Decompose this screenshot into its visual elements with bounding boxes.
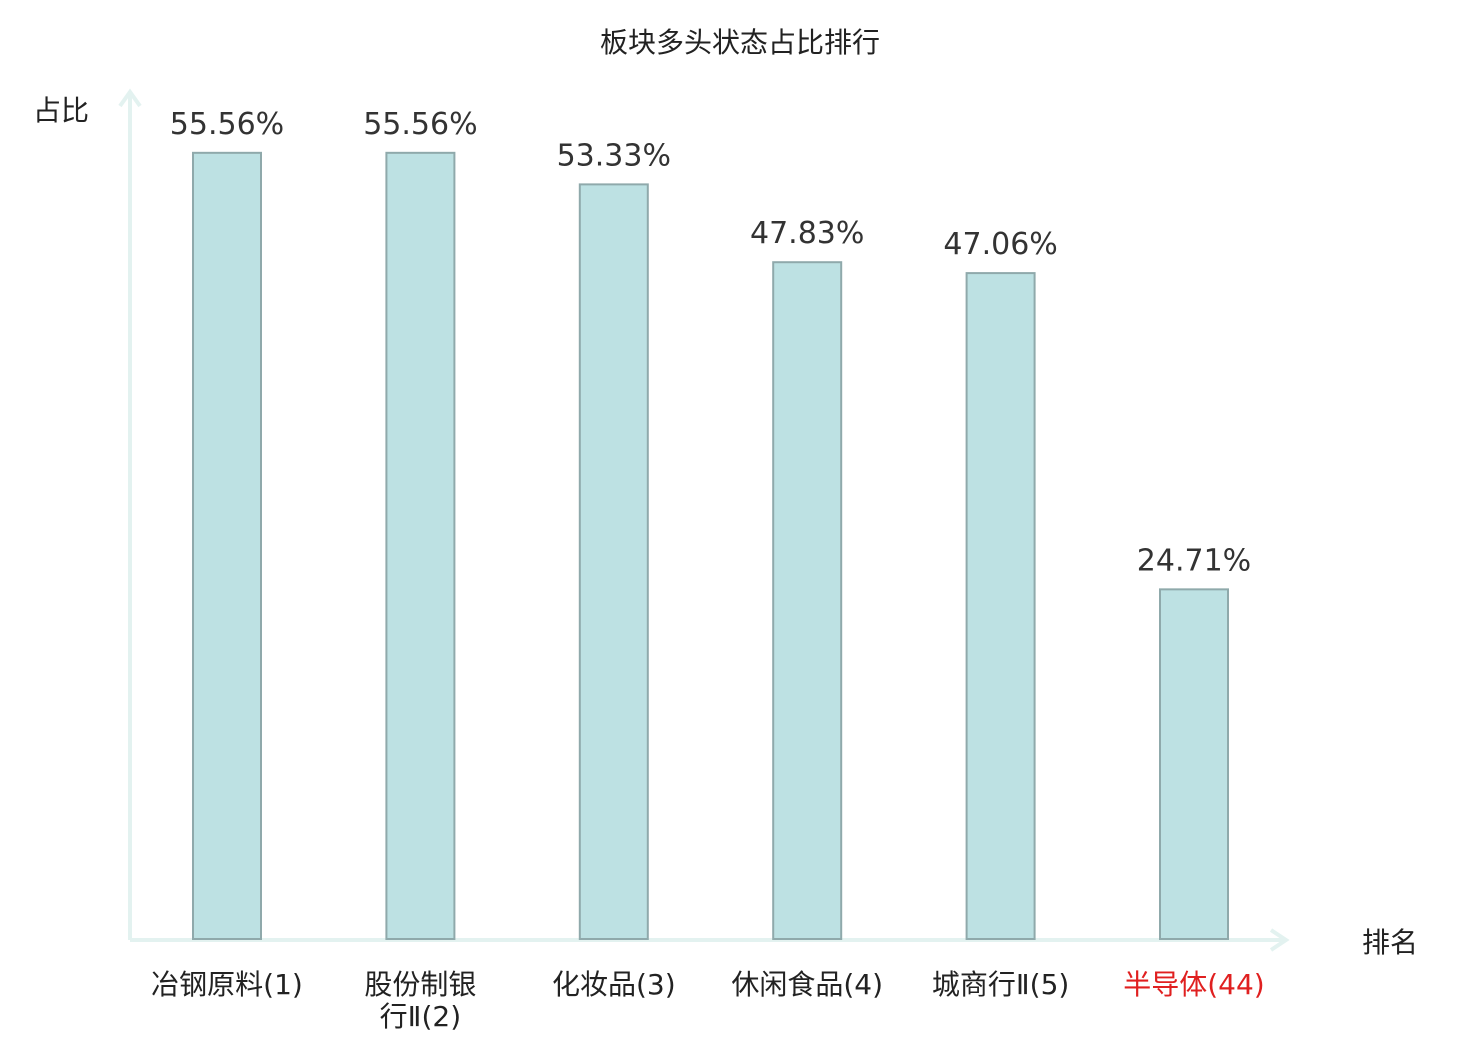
bar-2 (385, 151, 456, 941)
value-label-5: 47.06% (943, 227, 1057, 262)
bar-3 (578, 183, 649, 940)
value-label-4: 47.83% (750, 216, 864, 251)
value-label-1: 55.56% (170, 107, 284, 142)
bar-6 (1159, 588, 1229, 941)
category-label-6: 半导体(44) (1123, 968, 1264, 1001)
y-axis-title: 占比 (33, 94, 89, 127)
x-axis-arrow (1269, 928, 1290, 952)
category-label-1: 冶钢原料(1) (151, 968, 303, 1001)
bars-group (192, 151, 1229, 941)
category-label-2-line-1: 股份制银 (364, 968, 476, 1001)
x-axis-title: 排名 (1362, 926, 1418, 959)
chart-title: 板块多头状态占比排行 (600, 26, 880, 59)
value-label-2: 55.56% (363, 107, 477, 142)
value-label-6: 24.71% (1137, 543, 1251, 578)
category-label-3: 化妆品(3) (552, 968, 676, 1001)
category-label-4: 休闲食品(4) (731, 968, 883, 1001)
value-labels-group: 55.56% 55.56% 53.33% 47.83% 47.06% 24.71% (170, 107, 1251, 579)
category-label-2-line-2: 行Ⅱ(2) (380, 1000, 461, 1033)
bar-5 (965, 272, 1036, 940)
value-label-3: 53.33% (557, 138, 671, 173)
axes (118, 88, 1290, 952)
y-axis-arrow (118, 88, 142, 108)
category-label-5: 城商行Ⅱ(5) (932, 968, 1069, 1001)
bar-1 (192, 151, 262, 941)
bar-4 (772, 261, 843, 940)
